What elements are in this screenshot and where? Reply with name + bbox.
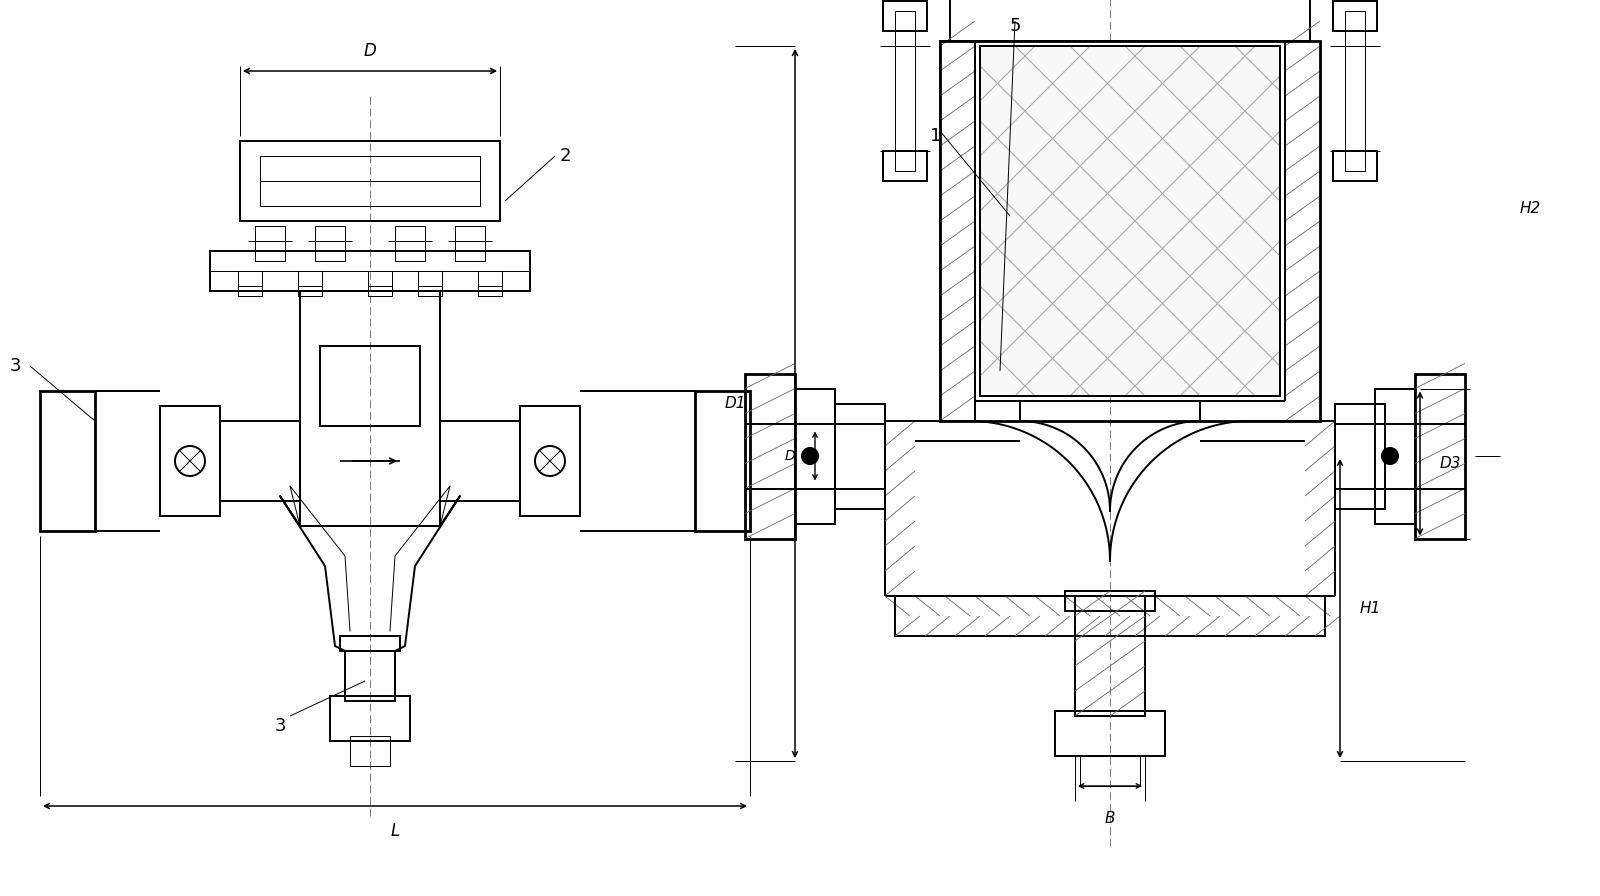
Text: L: L bbox=[390, 822, 400, 840]
Bar bbox=[210, 251, 530, 291]
Bar bbox=[1333, 1, 1378, 31]
Text: D: D bbox=[363, 42, 376, 60]
Bar bbox=[694, 391, 750, 531]
Bar bbox=[1054, 711, 1165, 756]
Bar bbox=[254, 226, 285, 261]
Bar bbox=[350, 736, 390, 766]
Bar bbox=[950, 0, 1310, 41]
Bar bbox=[339, 636, 400, 651]
Bar bbox=[979, 46, 1280, 396]
Bar bbox=[1334, 403, 1386, 509]
Bar bbox=[315, 226, 346, 261]
Bar bbox=[894, 596, 1325, 636]
Bar bbox=[330, 696, 410, 741]
Bar bbox=[795, 389, 835, 523]
Text: 2: 2 bbox=[560, 147, 571, 165]
Text: 5: 5 bbox=[1010, 17, 1021, 35]
Text: 1: 1 bbox=[930, 127, 941, 145]
Circle shape bbox=[1381, 447, 1398, 465]
Bar bbox=[221, 421, 301, 501]
Bar bbox=[835, 403, 885, 509]
Bar bbox=[440, 421, 520, 501]
Bar bbox=[1346, 11, 1365, 171]
Bar bbox=[301, 291, 440, 526]
Text: H1: H1 bbox=[1360, 601, 1381, 616]
Text: D1: D1 bbox=[725, 396, 747, 411]
Bar bbox=[395, 226, 426, 261]
Text: 3: 3 bbox=[10, 357, 21, 375]
Bar bbox=[346, 651, 395, 701]
Bar bbox=[478, 271, 502, 296]
Bar bbox=[979, 46, 1280, 396]
Bar bbox=[1080, 756, 1139, 786]
Text: D3: D3 bbox=[1440, 456, 1461, 471]
Bar bbox=[160, 406, 221, 516]
Bar bbox=[520, 406, 579, 516]
Bar bbox=[240, 141, 499, 221]
Bar bbox=[1374, 389, 1414, 523]
Text: B: B bbox=[1104, 811, 1115, 826]
Text: 3: 3 bbox=[274, 717, 286, 735]
Text: H2: H2 bbox=[1520, 201, 1541, 216]
Bar bbox=[298, 271, 322, 296]
Bar bbox=[1075, 596, 1146, 716]
Bar bbox=[883, 151, 926, 181]
Bar bbox=[941, 41, 1320, 421]
Circle shape bbox=[802, 447, 819, 465]
Bar bbox=[746, 374, 795, 538]
Text: D: D bbox=[784, 449, 795, 463]
Bar bbox=[259, 156, 480, 206]
Bar bbox=[40, 391, 94, 531]
Bar bbox=[1333, 151, 1378, 181]
Bar bbox=[238, 271, 262, 296]
Bar bbox=[368, 271, 392, 296]
Bar bbox=[320, 346, 419, 426]
Bar bbox=[1414, 374, 1466, 538]
Bar bbox=[883, 1, 926, 31]
Bar bbox=[1066, 591, 1155, 611]
Bar bbox=[454, 226, 485, 261]
Bar bbox=[418, 271, 442, 296]
Bar bbox=[894, 11, 915, 171]
Bar bbox=[941, 41, 974, 421]
